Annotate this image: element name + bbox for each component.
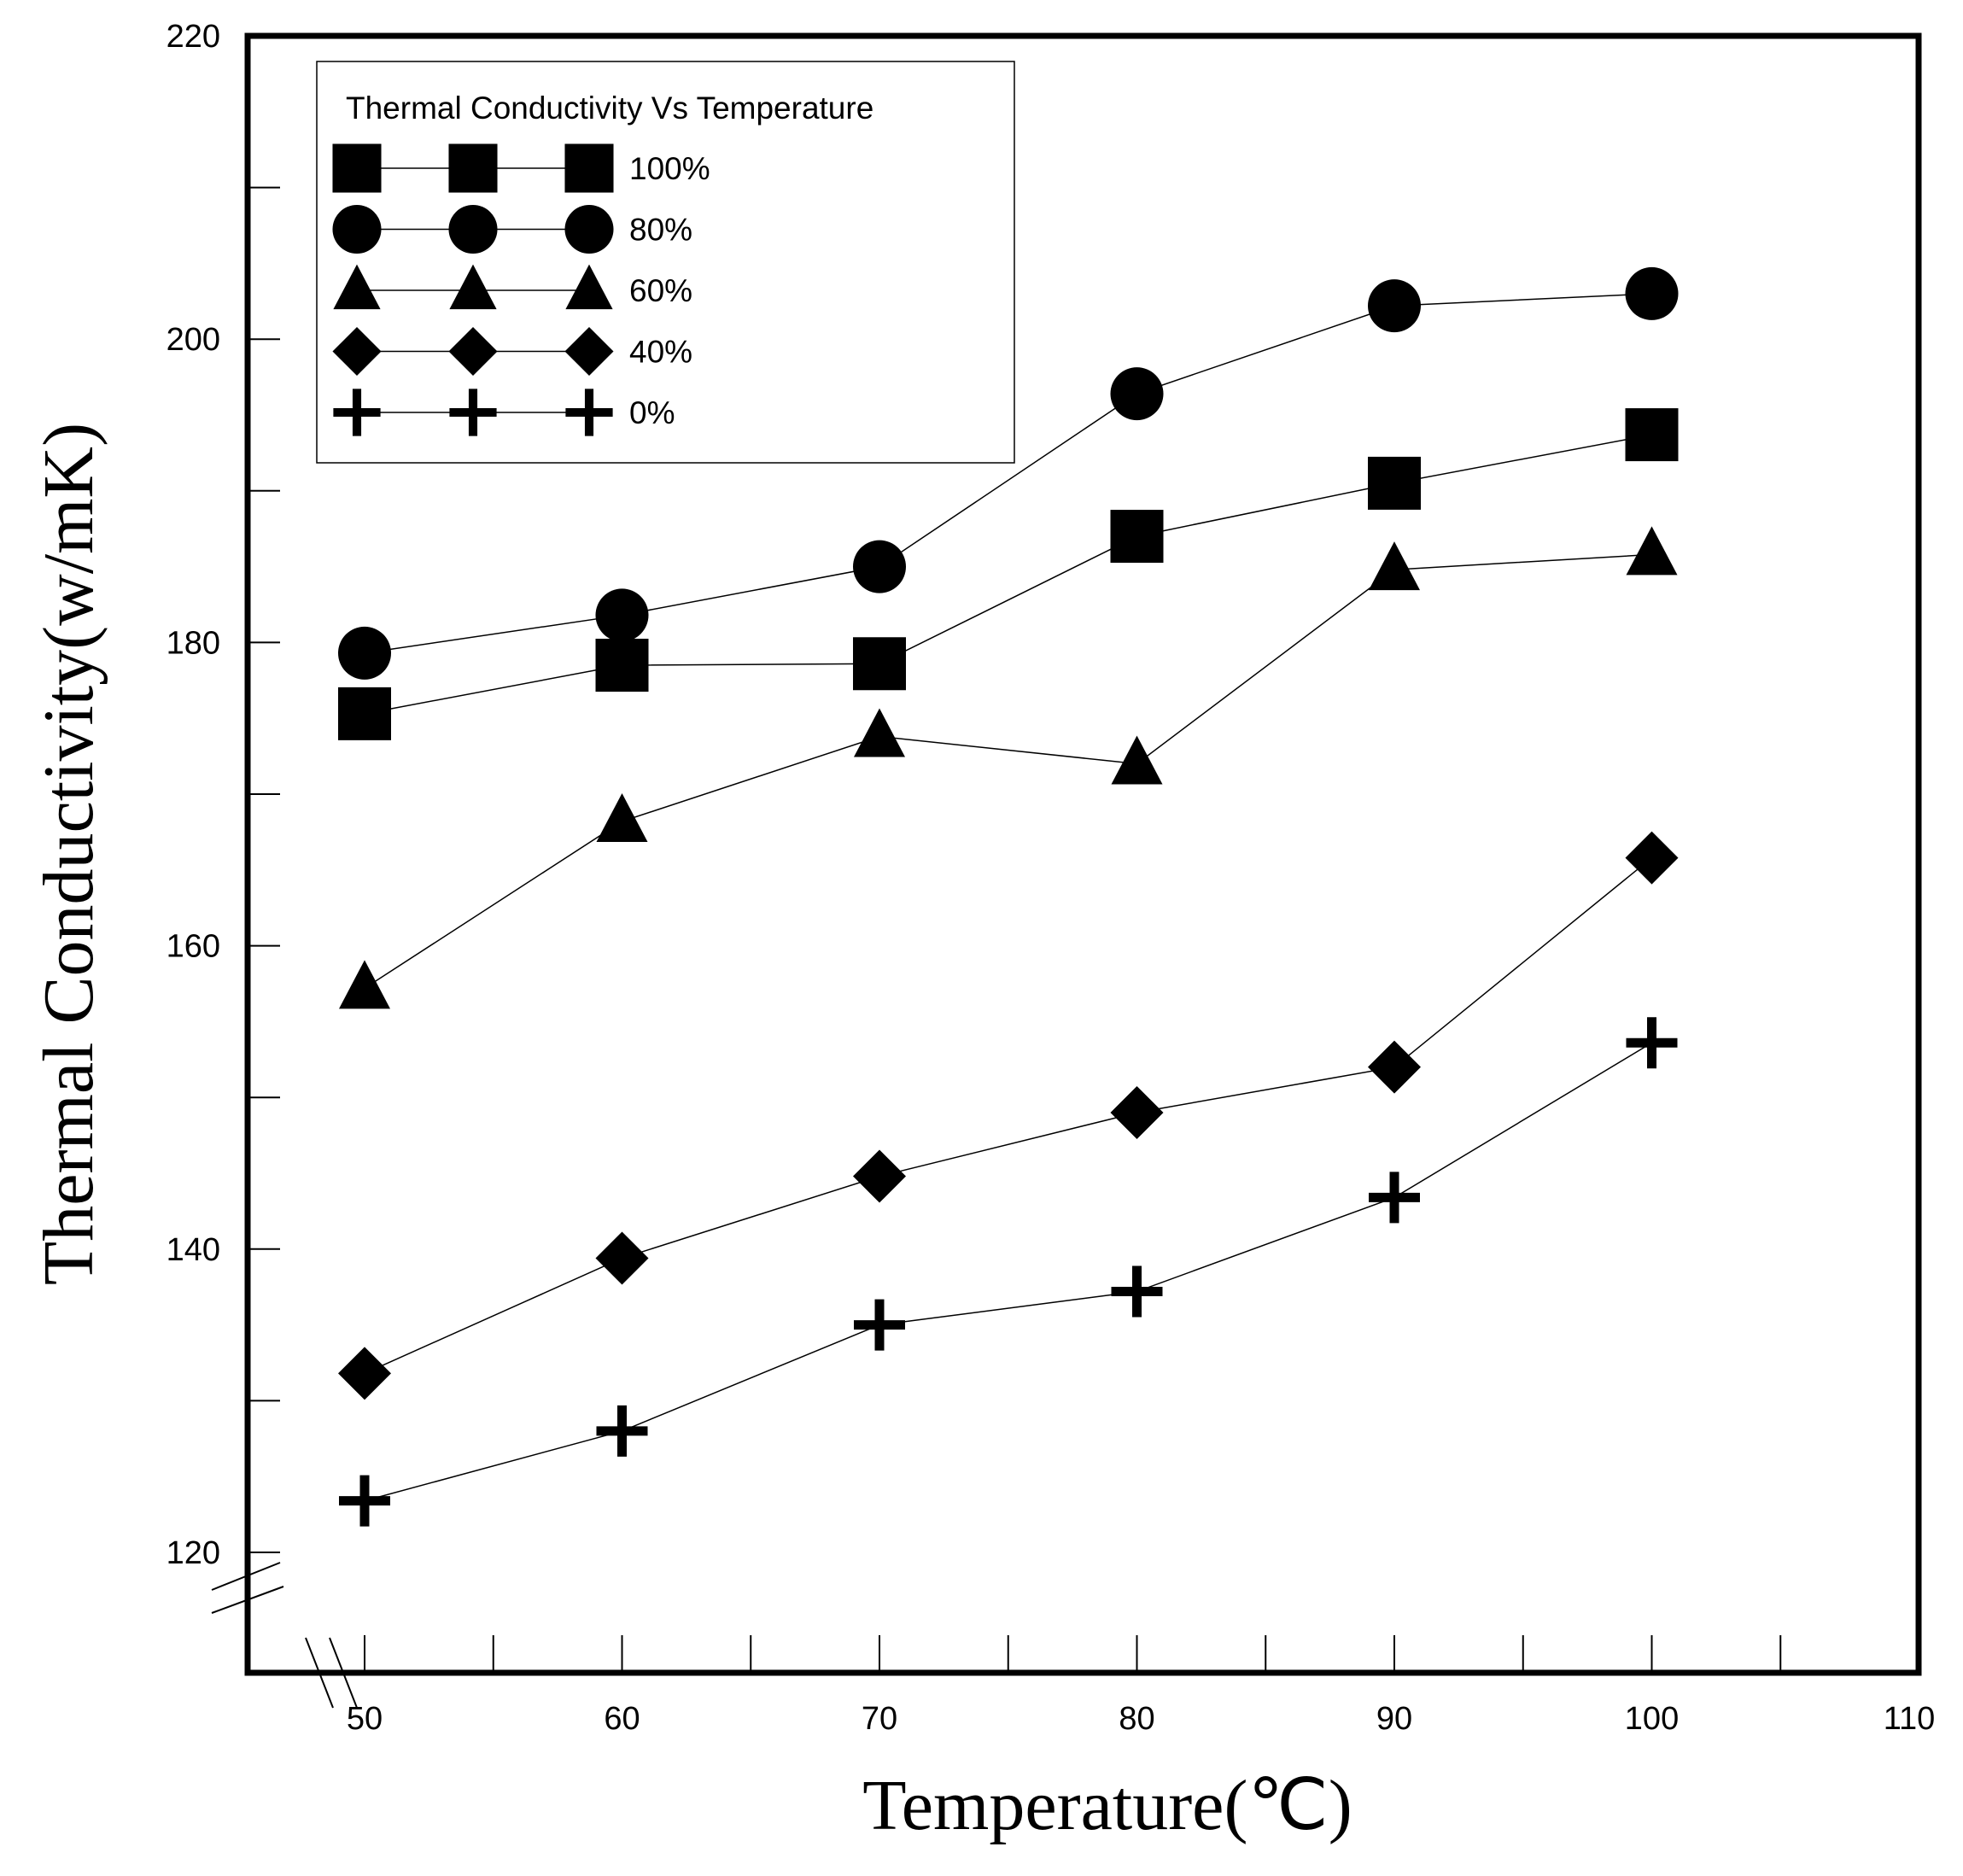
triangle-data-point	[596, 792, 648, 842]
circle-data-point	[595, 588, 649, 642]
series-line	[364, 1042, 1652, 1502]
legend-triangle-icon	[449, 264, 497, 310]
legend-label: 100%	[629, 151, 710, 186]
square-data-point	[1110, 510, 1164, 564]
legend-entry: 80%	[332, 204, 692, 254]
y-tick-label: 140	[167, 1232, 220, 1268]
diamond-data-point	[1368, 1040, 1421, 1094]
series-40-pct	[338, 831, 1679, 1400]
legend-circle-icon	[332, 204, 382, 254]
legend-plus-icon	[449, 389, 497, 436]
x-axis-break-mark	[329, 1637, 358, 1709]
legend-triangle-icon	[565, 264, 613, 310]
legend-entry: 40%	[332, 326, 692, 377]
triangle-data-point	[1369, 541, 1420, 591]
square-data-point	[1625, 408, 1679, 462]
plus-data-point	[339, 1475, 390, 1527]
triangle-data-point	[339, 960, 390, 1009]
plus-data-point	[1111, 1265, 1163, 1318]
y-tick-label: 160	[167, 929, 220, 965]
series-line	[364, 293, 1652, 654]
y-axis-title: Thermal Conductivity(w/mK)	[29, 423, 108, 1285]
diamond-data-point	[1110, 1085, 1164, 1139]
square-data-point	[1368, 456, 1421, 510]
circle-data-point	[338, 626, 391, 680]
circle-data-point	[1625, 266, 1679, 320]
square-data-point	[853, 637, 906, 691]
series-100-pct	[338, 408, 1679, 740]
legend-circle-icon	[564, 204, 614, 254]
square-data-point	[595, 639, 649, 693]
x-tick-label: 70	[862, 1701, 897, 1737]
y-tick-label: 200	[167, 322, 220, 358]
legend-diamond-icon	[332, 326, 382, 377]
x-tick-label: 60	[604, 1701, 640, 1737]
x-tick-label: 80	[1119, 1701, 1154, 1737]
legend-box	[316, 61, 1015, 464]
square-data-point	[338, 687, 391, 740]
y-axis-break-mark	[211, 1586, 284, 1614]
plus-data-point	[1626, 1017, 1678, 1069]
diamond-data-point	[595, 1231, 649, 1285]
y-axis-break-mark	[211, 1562, 281, 1591]
series-80-pct	[338, 266, 1679, 680]
triangle-data-point	[854, 708, 905, 757]
legend-title: Thermal Conductivity Vs Temperature	[346, 91, 873, 126]
legend-plus-icon	[333, 389, 381, 436]
y-tick-label: 180	[167, 625, 220, 661]
legend-diamond-icon	[564, 326, 614, 377]
data-series	[338, 266, 1679, 1527]
y-tick-label: 220	[167, 19, 220, 55]
legend-entry: 100%	[332, 143, 710, 193]
series-line	[364, 434, 1652, 715]
plus-data-point	[854, 1299, 905, 1351]
legend-circle-icon	[448, 204, 498, 254]
x-axis-break-mark	[305, 1637, 334, 1709]
legend-label: 80%	[629, 213, 692, 248]
plus-data-point	[596, 1405, 648, 1457]
legend-diamond-icon	[448, 326, 498, 377]
legend-label: 40%	[629, 335, 692, 370]
tick-labels: 120 140 160 180 200 220 50 60 70 80 90 100 110	[167, 19, 1936, 1737]
axis-ticks	[248, 186, 1782, 1673]
legend: Thermal Conductivity Vs Temperature 100% 8…	[316, 61, 1015, 464]
series-line	[364, 857, 1652, 1375]
legend-label: 60%	[629, 273, 692, 308]
legend-entry: 60%	[333, 264, 692, 310]
series-60-pct	[339, 526, 1678, 1009]
legend-square-icon	[448, 143, 498, 193]
legend-square-icon	[564, 143, 614, 193]
circle-data-point	[1368, 279, 1421, 333]
x-tick-label: 50	[347, 1701, 383, 1737]
circle-data-point	[1110, 367, 1164, 421]
diamond-data-point	[853, 1149, 906, 1203]
axis-break-marks	[211, 1562, 358, 1709]
plus-data-point	[1369, 1172, 1420, 1224]
x-tick-label: 110	[1884, 1701, 1936, 1737]
x-tick-label: 100	[1625, 1701, 1679, 1737]
legend-label: 0%	[629, 395, 675, 430]
diamond-data-point	[1625, 831, 1679, 885]
series-line	[364, 553, 1652, 989]
x-tick-label: 90	[1376, 1701, 1412, 1737]
triangle-data-point	[1111, 735, 1163, 785]
series-0-pct	[339, 1017, 1678, 1527]
legend-plus-icon	[565, 389, 613, 436]
diamond-data-point	[338, 1347, 391, 1400]
legend-square-icon	[332, 143, 382, 193]
legend-triangle-icon	[333, 264, 381, 310]
plot-frame	[244, 32, 1922, 1676]
circle-data-point	[853, 540, 906, 593]
triangle-data-point	[1626, 526, 1678, 576]
x-axis-title: Temperature(℃)	[862, 1766, 1352, 1845]
legend-entry: 0%	[333, 389, 675, 436]
y-tick-label: 120	[167, 1535, 220, 1571]
